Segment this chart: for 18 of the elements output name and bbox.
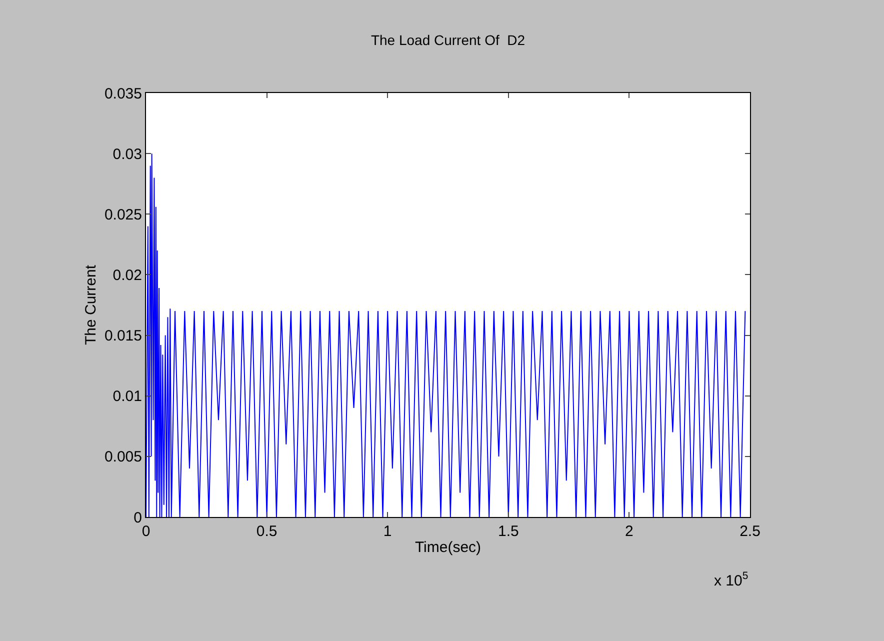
y-tick-label: 0.02 bbox=[112, 266, 142, 284]
x-tick-label: 2.5 bbox=[740, 523, 760, 540]
x-tick-label: 1 bbox=[383, 523, 392, 540]
y-tick-label: 0.015 bbox=[104, 328, 142, 345]
y-tick-label: 0 bbox=[134, 509, 142, 526]
text: x 10$^{5}$ bbox=[714, 570, 748, 590]
y-tick-label: 0.01 bbox=[112, 388, 142, 406]
x-tick-label: 2 bbox=[625, 523, 634, 540]
x-tick-label: 0.5 bbox=[256, 523, 278, 540]
chart-title: The Load Current Of D2 bbox=[370, 32, 526, 48]
y-tick-label: 0.03 bbox=[112, 146, 142, 163]
y-tick-label: 0.005 bbox=[104, 448, 142, 466]
line-series bbox=[146, 153, 746, 517]
y-tick-label: 0.025 bbox=[104, 206, 142, 224]
y-tick-label: 0.035 bbox=[104, 85, 142, 102]
y-axis-title: The Current bbox=[82, 264, 100, 346]
x-tick-label: 1.5 bbox=[498, 523, 519, 540]
x-axis-title: Time(sec) bbox=[414, 539, 482, 556]
